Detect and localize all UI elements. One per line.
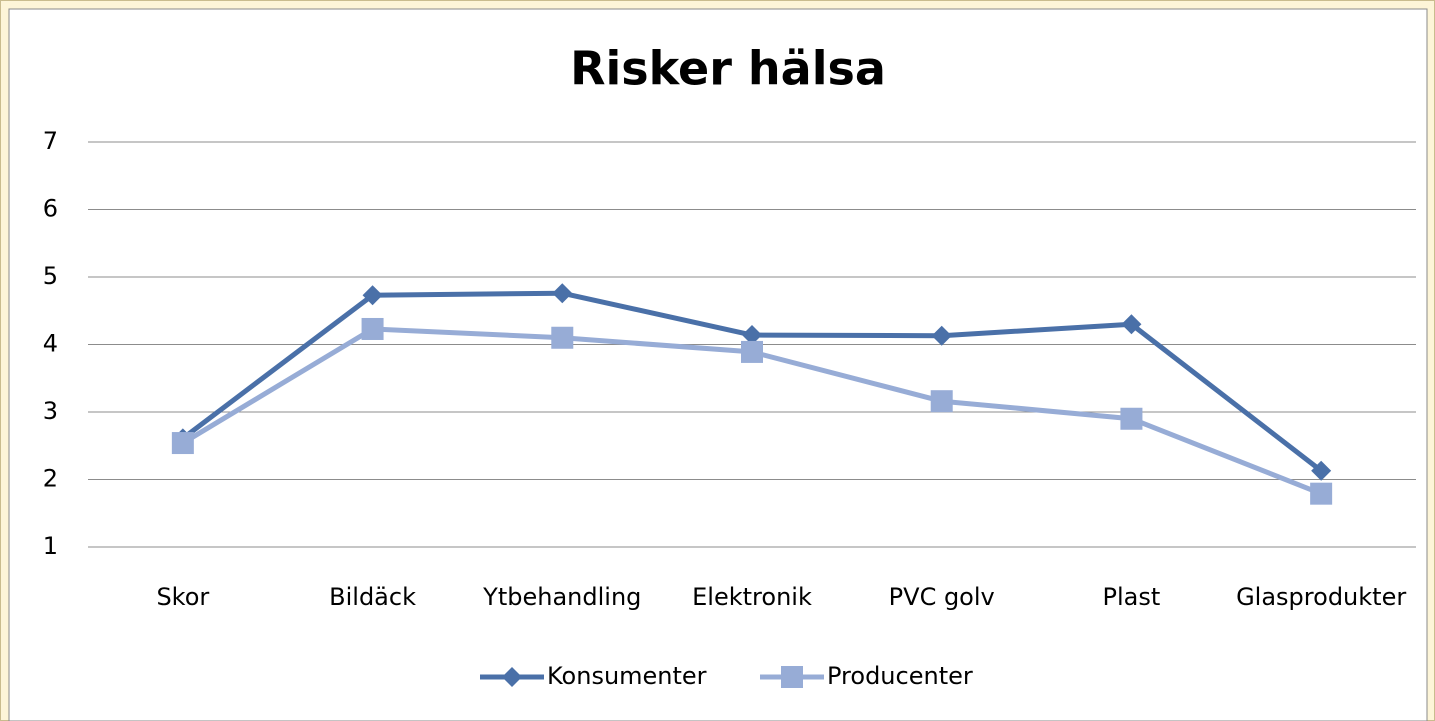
y-tick-label: 1	[43, 532, 58, 560]
plot-background	[8, 8, 1428, 721]
point-marker	[1311, 460, 1332, 481]
point-marker	[171, 432, 194, 455]
y-tick-label: 6	[43, 195, 58, 223]
point-marker	[551, 326, 574, 349]
point-marker	[930, 390, 953, 413]
y-tick-label: 2	[43, 465, 58, 493]
x-tick-label: Glasprodukter	[1236, 583, 1406, 611]
x-tick-label: Skor	[156, 583, 209, 611]
x-tick-label: Elektronik	[692, 583, 812, 611]
chart-title: Risker hälsa	[570, 42, 886, 96]
point-marker	[742, 325, 762, 346]
point-marker	[362, 285, 383, 306]
point-marker	[361, 317, 384, 340]
point-marker	[552, 283, 573, 304]
x-tick-label: Ytbehandling	[482, 583, 641, 611]
legend-marker	[781, 666, 803, 688]
legend-marker	[502, 667, 522, 687]
legend-label: Konsumenter	[547, 662, 707, 690]
y-tick-label: 4	[43, 330, 58, 358]
y-tick-label: 7	[43, 127, 58, 155]
point-marker	[1121, 314, 1142, 335]
point-marker	[931, 325, 952, 346]
y-tick-label: 3	[43, 397, 58, 425]
y-tick-label: 5	[43, 262, 58, 290]
x-tick-label: Plast	[1103, 583, 1161, 611]
legend-label: Producenter	[827, 662, 973, 690]
point-marker	[741, 340, 763, 363]
x-tick-label: Bildäck	[329, 583, 416, 611]
point-marker	[1120, 407, 1143, 430]
point-marker	[1310, 482, 1333, 505]
x-tick-label: PVC golv	[889, 583, 995, 611]
